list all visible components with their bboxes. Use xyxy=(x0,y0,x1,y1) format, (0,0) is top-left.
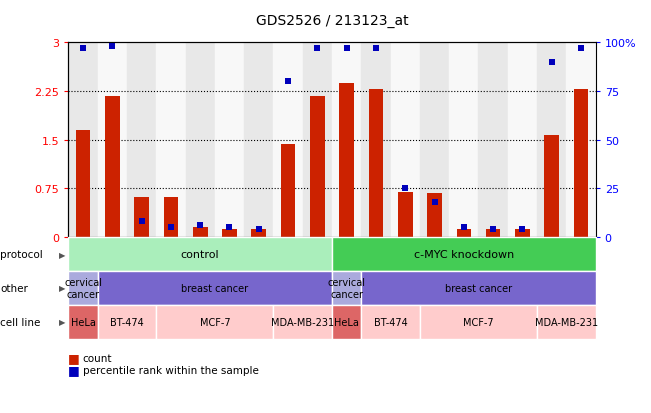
Text: MCF-7: MCF-7 xyxy=(463,317,494,327)
Bar xyxy=(134,197,149,237)
Bar xyxy=(332,305,361,339)
Bar xyxy=(303,43,332,237)
Bar xyxy=(98,43,127,237)
Point xyxy=(137,218,147,225)
Text: percentile rank within the sample: percentile rank within the sample xyxy=(83,365,258,375)
Bar xyxy=(193,228,208,237)
Text: ▶: ▶ xyxy=(59,284,65,293)
Bar xyxy=(478,43,508,237)
Text: breast cancer: breast cancer xyxy=(445,283,512,293)
Bar xyxy=(68,305,98,339)
Bar xyxy=(281,145,296,237)
Point xyxy=(224,225,235,231)
Point xyxy=(576,46,587,52)
Bar xyxy=(98,305,156,339)
Text: control: control xyxy=(181,249,219,259)
Bar xyxy=(105,96,120,237)
Text: BT-474: BT-474 xyxy=(110,317,144,327)
Text: ■: ■ xyxy=(68,351,80,364)
Point xyxy=(165,225,176,231)
Bar xyxy=(332,43,361,237)
Point xyxy=(371,46,381,52)
Text: ▶: ▶ xyxy=(59,250,65,259)
Bar xyxy=(398,192,413,237)
Bar xyxy=(273,43,303,237)
Point xyxy=(430,199,440,206)
Bar xyxy=(186,43,215,237)
Bar xyxy=(332,237,596,271)
Bar xyxy=(391,43,420,237)
Bar xyxy=(515,230,530,237)
Bar xyxy=(156,305,273,339)
Point xyxy=(547,59,557,66)
Bar xyxy=(456,230,471,237)
Text: MDA-MB-231: MDA-MB-231 xyxy=(271,317,334,327)
Bar xyxy=(420,43,449,237)
Point xyxy=(254,226,264,233)
Bar xyxy=(310,97,325,237)
Text: HeLa: HeLa xyxy=(334,317,359,327)
Text: cell line: cell line xyxy=(0,317,40,327)
Bar xyxy=(361,271,596,305)
Bar xyxy=(537,305,596,339)
Text: c-MYC knockdown: c-MYC knockdown xyxy=(414,249,514,259)
Text: cervical
cancer: cervical cancer xyxy=(64,278,102,299)
Bar xyxy=(486,230,501,237)
Text: count: count xyxy=(83,353,112,363)
Text: GDS2526 / 213123_at: GDS2526 / 213123_at xyxy=(256,14,408,28)
Bar xyxy=(76,131,90,237)
Bar xyxy=(537,43,566,237)
Text: MDA-MB-231: MDA-MB-231 xyxy=(535,317,598,327)
Bar xyxy=(544,135,559,237)
Bar xyxy=(420,305,537,339)
Point xyxy=(107,44,117,50)
Point xyxy=(195,223,206,229)
Text: other: other xyxy=(0,283,28,293)
Text: ▶: ▶ xyxy=(59,318,65,327)
Point xyxy=(312,46,323,52)
Point xyxy=(458,225,469,231)
Bar xyxy=(98,271,332,305)
Bar xyxy=(251,230,266,237)
Point xyxy=(283,79,293,85)
Bar xyxy=(215,43,244,237)
Bar xyxy=(361,43,391,237)
Bar xyxy=(68,43,98,237)
Text: cervical
cancer: cervical cancer xyxy=(327,278,366,299)
Bar xyxy=(273,305,332,339)
Bar xyxy=(244,43,273,237)
Bar xyxy=(566,43,596,237)
Point xyxy=(488,226,499,233)
Text: protocol: protocol xyxy=(0,249,43,259)
Bar xyxy=(574,90,589,237)
Bar xyxy=(68,271,98,305)
Bar xyxy=(508,43,537,237)
Bar xyxy=(427,193,442,237)
Point xyxy=(78,46,89,52)
Bar xyxy=(156,43,186,237)
Bar xyxy=(222,230,237,237)
Bar xyxy=(368,90,383,237)
Text: MCF-7: MCF-7 xyxy=(199,317,230,327)
Bar xyxy=(339,83,354,237)
Bar xyxy=(361,305,420,339)
Bar xyxy=(127,43,156,237)
Bar xyxy=(332,271,361,305)
Bar xyxy=(68,237,332,271)
Text: ■: ■ xyxy=(68,363,80,377)
Text: breast cancer: breast cancer xyxy=(181,283,249,293)
Bar xyxy=(449,43,478,237)
Point xyxy=(400,186,411,192)
Text: HeLa: HeLa xyxy=(70,317,96,327)
Point xyxy=(342,46,352,52)
Point xyxy=(517,226,527,233)
Text: BT-474: BT-474 xyxy=(374,317,408,327)
Bar xyxy=(163,197,178,237)
